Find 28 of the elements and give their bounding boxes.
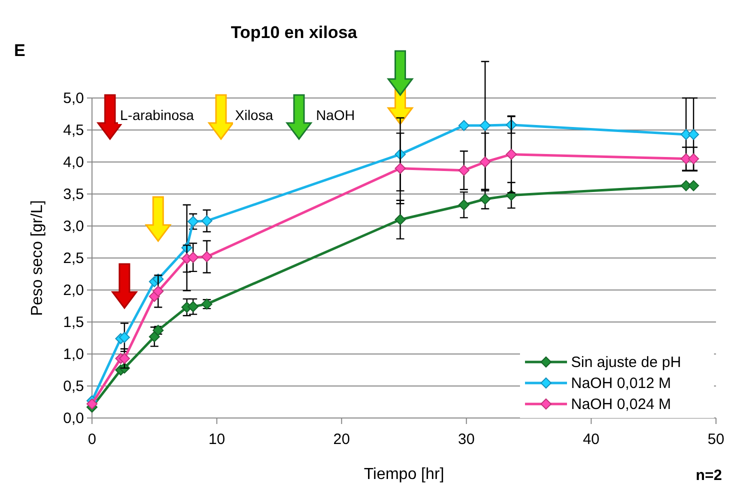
text: n=2 [696,467,722,484]
legend-label: NaOH 0,024 M [571,396,672,413]
y-axis-title: Peso seco [gr/L] [29,200,46,316]
y-tick-label: 4,0 [63,154,84,171]
x-tick-label: 30 [458,431,475,448]
y-tick-label: 3,0 [63,218,84,235]
annotation: Xilosa [235,107,274,123]
y-tick-label: 2,5 [63,250,84,267]
x-tick-label: 40 [582,431,600,448]
x-axis-title: Tiempo [hr] [364,466,444,483]
y-tick-label: 1,5 [63,314,84,331]
y-tick-label: 2,0 [63,282,84,299]
x-tick-label: 10 [208,431,226,448]
y-tick-label: 3,5 [63,186,84,203]
y-tick-label: 4,5 [63,122,84,139]
y-tick-label: 0,0 [63,410,84,427]
x-tick-label: 50 [708,431,724,448]
legend-label: Sin ajuste de pH [571,354,682,371]
annotation: NaOH [316,107,355,123]
y-tick-label: 1,0 [63,346,84,363]
legend-label: NaOH 0,012 M [571,375,672,392]
text: E [14,41,26,60]
x-tick-label: 0 [88,431,96,448]
y-tick-label: 5,0 [63,90,84,107]
x-tick-label: 20 [333,431,350,448]
chart-title: Top10 en xilosa [230,23,358,42]
y-tick-label: 0,5 [63,378,84,395]
annotation: L-arabinosa [120,107,194,123]
